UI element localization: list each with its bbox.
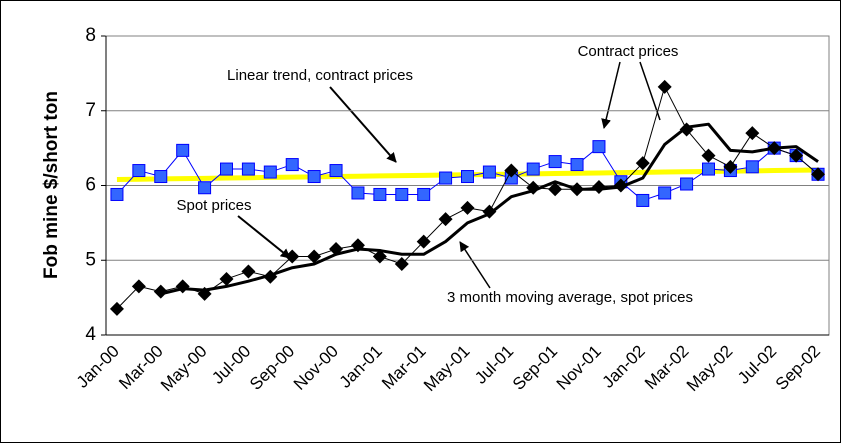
series bbox=[160, 122, 819, 296]
data-point bbox=[592, 140, 606, 154]
y-tick-label: 5 bbox=[85, 249, 96, 270]
data-point bbox=[789, 148, 804, 163]
data-point bbox=[351, 186, 365, 200]
data-point bbox=[461, 170, 474, 184]
data-point bbox=[417, 187, 431, 201]
y-tick-label: 6 bbox=[85, 175, 96, 196]
data-point bbox=[307, 249, 322, 264]
series-line bbox=[160, 122, 819, 296]
data-point bbox=[680, 177, 694, 191]
data-point bbox=[373, 187, 387, 201]
data-point bbox=[438, 212, 453, 227]
data-point bbox=[307, 170, 321, 184]
data-point bbox=[416, 234, 431, 249]
annotation: 3 month moving average, spot prices bbox=[447, 289, 693, 306]
data-point bbox=[153, 284, 168, 299]
data-point bbox=[109, 301, 124, 316]
annotation: Contract prices bbox=[578, 43, 679, 60]
data-point bbox=[154, 170, 168, 184]
y-tick-label: 4 bbox=[85, 324, 96, 345]
data-point bbox=[811, 167, 826, 182]
data-point bbox=[745, 126, 760, 141]
data-point bbox=[220, 162, 233, 176]
annotation-arrow bbox=[601, 61, 621, 129]
data-point bbox=[176, 143, 190, 157]
data-point bbox=[702, 162, 715, 176]
annotation: Linear trend, contract prices bbox=[227, 67, 413, 84]
data-point bbox=[285, 249, 300, 264]
data-point bbox=[460, 200, 475, 215]
data-point bbox=[329, 164, 343, 178]
data-point bbox=[372, 249, 387, 264]
annotation-arrow bbox=[237, 215, 291, 259]
data-point bbox=[636, 193, 650, 207]
data-point bbox=[394, 256, 409, 271]
y-axis-label: Fob mine $/short ton bbox=[41, 91, 62, 279]
data-point bbox=[241, 162, 255, 176]
data-point bbox=[526, 162, 540, 176]
data-point bbox=[701, 148, 716, 163]
data-point bbox=[439, 171, 453, 185]
data-point bbox=[132, 164, 146, 178]
data-point bbox=[635, 156, 650, 171]
data-point bbox=[395, 187, 409, 201]
data-point bbox=[198, 181, 212, 195]
series bbox=[110, 140, 825, 207]
data-point bbox=[241, 264, 256, 279]
series bbox=[109, 79, 826, 316]
annotation-arrow bbox=[329, 86, 397, 163]
data-point bbox=[570, 158, 584, 172]
data-point bbox=[548, 182, 563, 197]
data-point bbox=[745, 160, 759, 174]
y-tick-label: 8 bbox=[85, 25, 96, 46]
annotation: Spot prices bbox=[176, 197, 251, 214]
data-point bbox=[131, 279, 146, 294]
annotation-arrow bbox=[459, 241, 491, 289]
data-point bbox=[285, 158, 299, 172]
data-point bbox=[658, 186, 672, 200]
data-point bbox=[657, 79, 672, 94]
data-point bbox=[504, 163, 519, 178]
y-tick-label: 7 bbox=[85, 100, 96, 121]
data-point bbox=[482, 165, 496, 179]
data-point bbox=[110, 187, 124, 201]
data-point bbox=[723, 159, 738, 174]
data-point bbox=[548, 155, 562, 169]
data-point bbox=[219, 271, 234, 286]
data-point bbox=[263, 165, 277, 179]
